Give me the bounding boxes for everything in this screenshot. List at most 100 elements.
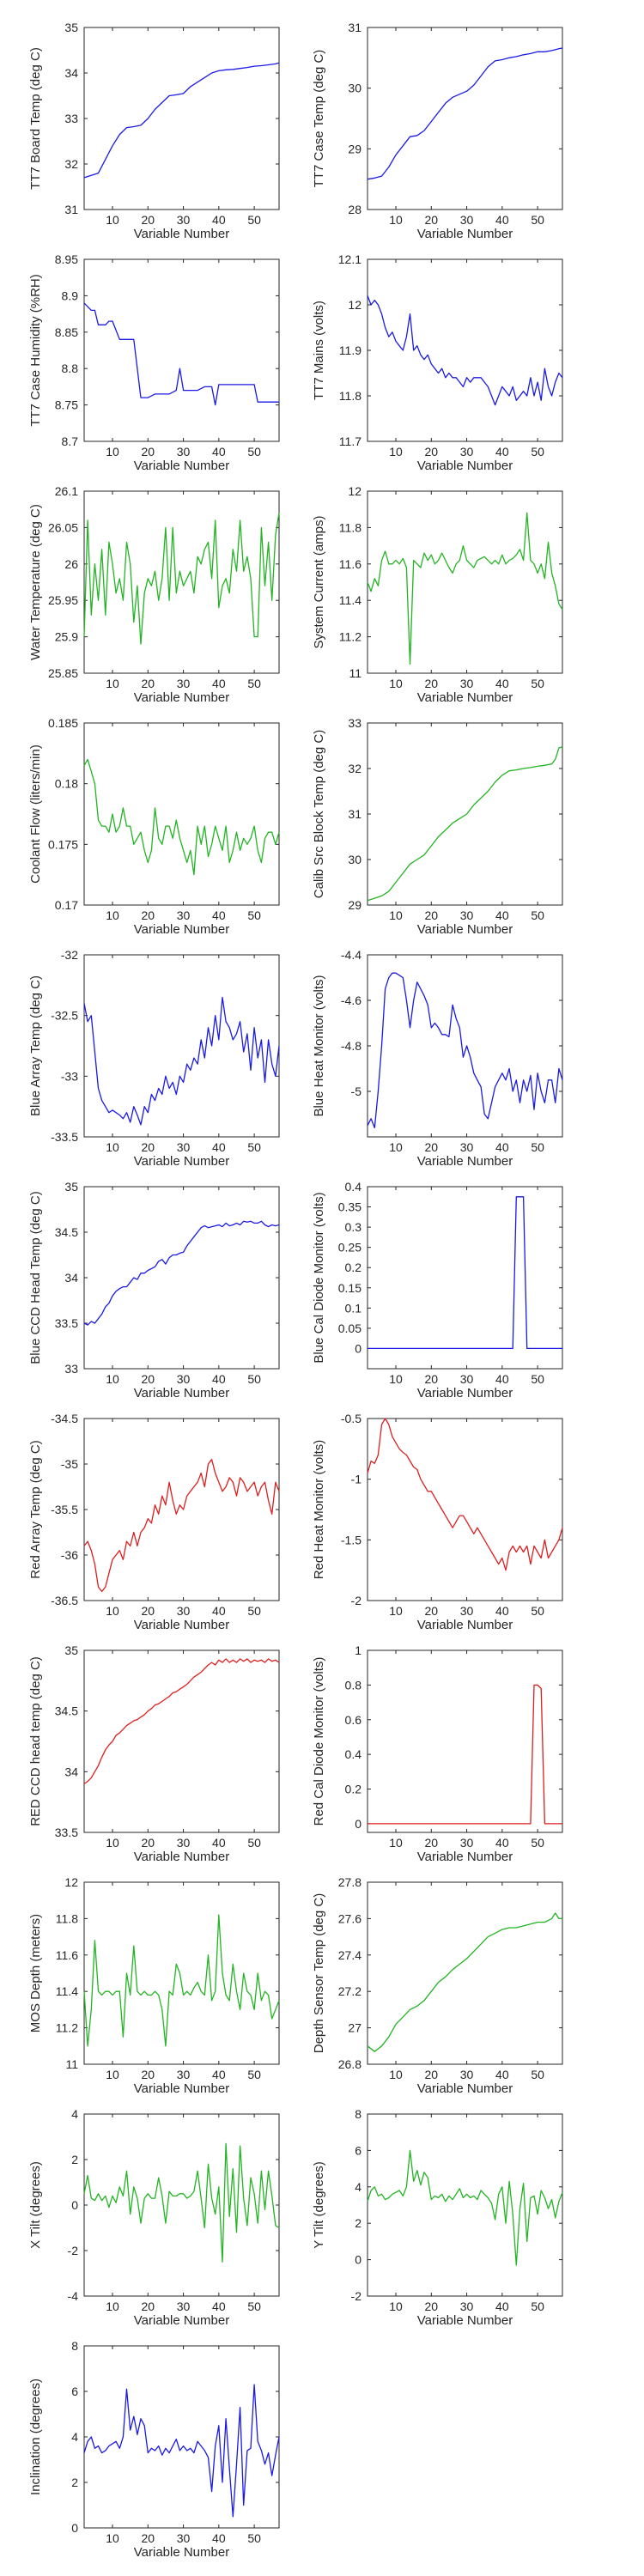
series-line <box>367 512 563 665</box>
y-tick-label: 26.8 <box>338 2057 361 2071</box>
x-tick-label: 40 <box>495 908 509 922</box>
y-tick-label: 33 <box>64 112 78 125</box>
y-tick-label: 34.5 <box>55 1225 78 1239</box>
chart-panel: 10 20 30 40 50 0.17 0.175 0.18 0.185 Variable Num… <box>28 716 280 937</box>
x-tick-label: 40 <box>212 445 226 459</box>
plot-area <box>367 1418 563 1601</box>
y-tick-label: 4 <box>71 2107 78 2121</box>
y-axis-label: System Current (amps) <box>312 515 326 648</box>
chart-panel: 10 20 30 40 50 25.85 25.9 25.95 26 26.05 26.1 Varia… <box>28 484 280 705</box>
y-tick-label: 0 <box>71 2521 78 2535</box>
chart-panel: 10 20 30 40 50 -4 -2 0 2 4 Variable Number X Tilt (… <box>28 2107 280 2328</box>
plot-area <box>367 954 563 1138</box>
chart-panel: 10 20 30 40 50 -5 -4.8 -4.6 -4.4 Variable Number B… <box>312 948 563 1169</box>
y-tick-label: 0.15 <box>338 1281 361 1295</box>
series-line <box>367 2149 563 2266</box>
y-tick-label: 0.4 <box>345 1747 362 1761</box>
series-line <box>367 295 563 406</box>
y-tick-label: -2 <box>351 1594 362 1607</box>
y-axis-label: TT7 Case Temp (deg C) <box>312 50 326 188</box>
y-tick-label: 26.05 <box>48 520 78 534</box>
y-tick-label: 11.4 <box>339 593 361 607</box>
x-tick-label: 20 <box>425 1836 439 1850</box>
x-axis-label: Variable Number <box>134 2313 229 2328</box>
y-tick-label: 27.6 <box>338 1911 361 1925</box>
x-tick-label: 40 <box>212 2300 226 2313</box>
y-axis-label: Red Cal Diode Monitor (volts) <box>312 1657 326 1826</box>
y-tick-label: 8 <box>355 2107 361 2121</box>
x-tick-label: 20 <box>425 677 439 690</box>
y-tick-label: -35.5 <box>51 1503 78 1516</box>
y-tick-label: 11.2 <box>56 2021 78 2035</box>
x-tick-label: 50 <box>531 1372 544 1386</box>
x-tick-label: 30 <box>460 2300 474 2313</box>
y-tick-label: 0.3 <box>345 1220 362 1234</box>
x-axis-label: Variable Number <box>417 2313 513 2328</box>
x-tick-label: 10 <box>106 1604 119 1618</box>
y-tick-label: 12.1 <box>338 252 361 266</box>
y-tick-label: 35 <box>64 1180 78 1194</box>
x-tick-label: 10 <box>389 213 403 227</box>
y-tick-label: 35 <box>64 1643 78 1657</box>
x-tick-label: 20 <box>142 908 155 922</box>
y-axis-label: Blue Array Temp (deg C) <box>28 975 43 1116</box>
x-axis-label: Variable Number <box>134 459 229 473</box>
x-tick-label: 50 <box>531 2068 544 2081</box>
y-tick-label: -1.5 <box>341 1533 361 1546</box>
y-tick-label: -35 <box>61 1457 78 1471</box>
x-tick-label: 50 <box>247 2068 261 2081</box>
y-tick-label: 27.8 <box>338 1875 361 1889</box>
y-tick-label: 31 <box>348 807 361 821</box>
series-line <box>83 996 280 1126</box>
y-axis-label: Red Array Temp (deg C) <box>28 1440 43 1578</box>
y-axis-label: Coolant Flow (liters/min) <box>28 744 43 884</box>
x-tick-label: 50 <box>531 213 544 227</box>
y-tick-label: 11.9 <box>339 343 361 357</box>
x-tick-label: 20 <box>142 1604 155 1618</box>
plot-area <box>367 27 563 210</box>
y-tick-label: 8.75 <box>55 398 78 412</box>
y-tick-label: 33.5 <box>55 1826 78 1839</box>
x-tick-label: 50 <box>247 1372 261 1386</box>
x-tick-label: 10 <box>106 1836 119 1850</box>
y-tick-label: 35 <box>64 21 78 34</box>
x-tick-label: 50 <box>247 1604 261 1618</box>
y-tick-label: 8.95 <box>55 252 78 266</box>
series-line <box>83 1220 280 1326</box>
y-axis-label: Y Tilt (degrees) <box>312 2161 326 2248</box>
x-tick-label: 30 <box>460 213 474 227</box>
series-line <box>83 513 280 645</box>
y-tick-label: 11.8 <box>339 389 361 403</box>
y-tick-label: -4.8 <box>341 1039 361 1053</box>
y-tick-label: 26.1 <box>55 484 78 498</box>
x-tick-label: 50 <box>247 2531 261 2545</box>
y-tick-label: 2 <box>71 2153 78 2166</box>
x-axis-label: Variable Number <box>134 1386 229 1400</box>
x-tick-label: 10 <box>106 213 119 227</box>
x-tick-label: 20 <box>425 1604 439 1618</box>
x-axis-label: Variable Number <box>417 922 513 937</box>
y-tick-label: -2 <box>68 2244 79 2257</box>
y-tick-label: 8 <box>71 2339 78 2353</box>
series-line <box>83 1459 280 1593</box>
y-axis-label: Red Heat Monitor (volts) <box>312 1440 326 1580</box>
y-tick-label: 25.85 <box>48 666 78 680</box>
chart-panel: 10 20 30 40 50 8.7 8.75 8.8 8.85 8.9 8.95 Variable … <box>28 252 280 473</box>
y-tick-label: 11.6 <box>56 1948 78 1962</box>
x-tick-label: 40 <box>212 1140 226 1154</box>
y-tick-label: 27.4 <box>338 1948 361 1962</box>
y-tick-label: 30 <box>348 82 361 95</box>
y-axis-label: Depth Sensor Temp (deg C) <box>312 1893 326 2053</box>
y-axis-label: MOS Depth (meters) <box>28 1914 43 2032</box>
x-tick-label: 10 <box>389 1372 403 1386</box>
x-tick-label: 40 <box>495 213 509 227</box>
x-tick-label: 30 <box>460 908 474 922</box>
y-axis-label: Water Temperature (deg C) <box>28 504 43 660</box>
series-line <box>83 758 280 876</box>
x-tick-label: 10 <box>389 445 403 459</box>
x-tick-label: 50 <box>247 1140 261 1154</box>
y-tick-label: 33.5 <box>55 1316 78 1330</box>
x-tick-label: 50 <box>531 1140 544 1154</box>
plot-area <box>367 258 563 442</box>
y-tick-label: 11.8 <box>56 1911 78 1925</box>
